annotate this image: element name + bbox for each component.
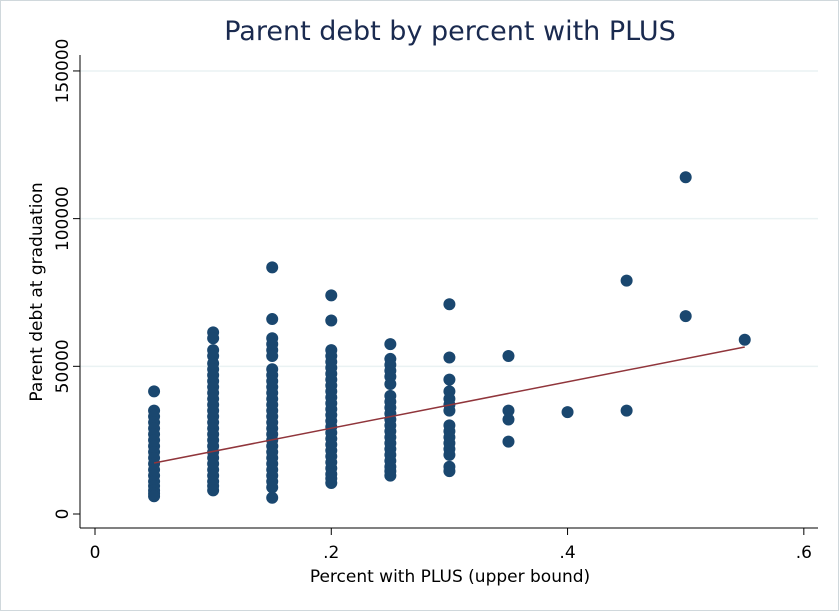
point [266,313,279,326]
y-tick-label: 100000 [53,186,73,251]
point [266,349,279,362]
y-tick-label: 150000 [53,38,73,103]
point [384,469,397,482]
point [266,491,279,504]
fit-line [153,346,745,464]
point [620,404,633,417]
point [443,351,456,364]
point [443,465,456,478]
point [443,404,456,417]
point [325,289,338,302]
point [266,481,279,494]
x-tick-label: 0 [90,543,101,563]
point [502,404,515,417]
x-tick-label: .6 [796,543,812,563]
point [384,378,397,391]
point [502,413,515,426]
x-tick-label: .4 [559,543,575,563]
point [561,406,574,419]
y-axis-title: Parent debt at graduation [27,182,47,401]
point [502,435,515,448]
point [620,274,633,287]
point [325,476,338,489]
point [207,484,220,497]
point [148,490,161,503]
point [679,171,692,184]
x-tick-label: .2 [323,543,339,563]
point [443,373,456,386]
point [443,448,456,461]
point [443,298,456,311]
x-axis-title: Percent with PLUS (upper bound) [310,567,590,587]
y-tick-label: 0 [53,509,73,520]
point [502,349,515,362]
point [384,338,397,351]
point [148,385,161,398]
point [738,333,751,346]
point [207,332,220,345]
point [325,314,338,327]
y-tick-label: 50000 [53,339,73,393]
point [266,261,279,274]
point [679,310,692,323]
chart-title: Parent debt by percent with PLUS [224,16,676,47]
